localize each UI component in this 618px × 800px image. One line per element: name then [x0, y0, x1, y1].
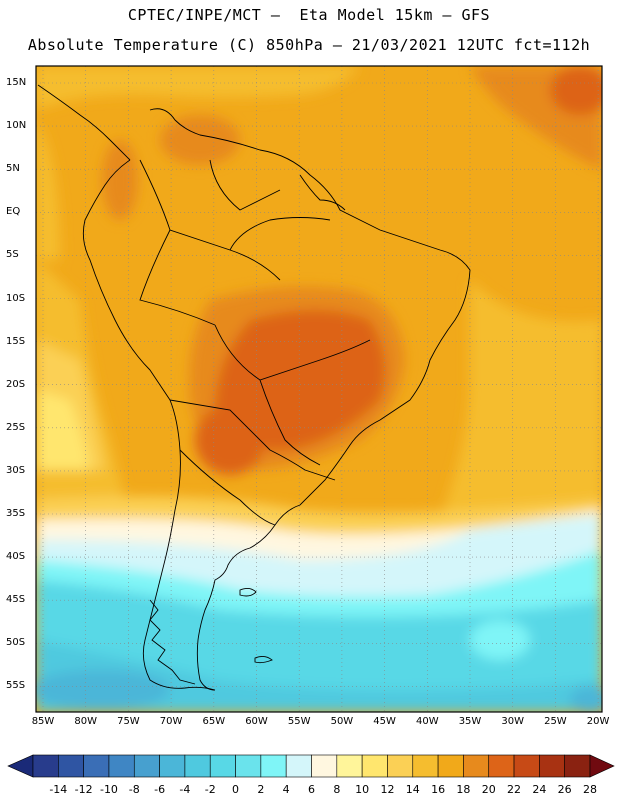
colorbar-label: 16: [431, 783, 446, 796]
colorbar-label: 20: [481, 783, 496, 796]
lat-label: 55S: [6, 680, 26, 692]
colorbar-swatch: [83, 754, 110, 778]
lat-label: 45S: [6, 594, 26, 606]
lat-label: EQ: [6, 206, 21, 218]
lat-label: 40S: [6, 551, 26, 563]
colorbar-swatch: [58, 754, 84, 778]
lon-label: 20W: [586, 716, 610, 727]
lat-label: 50S: [6, 637, 26, 649]
colorbar-swatch: [184, 754, 211, 778]
lat-label: 5S: [6, 249, 19, 261]
title-line-2: Absolute Temperature (C) 850hPa – 21/03/…: [27, 36, 591, 54]
colorbar-label: 0: [232, 783, 240, 796]
lat-label: 15N: [6, 77, 27, 88]
colorbar-swatch: [387, 754, 414, 778]
colorbar-label: 26: [557, 783, 572, 796]
colorbar-label: 24: [532, 783, 547, 796]
colorbar-label: -8: [128, 783, 140, 796]
lat-label: 20S: [6, 378, 26, 390]
lon-label: 65W: [202, 716, 226, 727]
lon-label: 70W: [159, 716, 183, 727]
colorbar-swatch: [463, 754, 490, 778]
colorbar-swatch: [133, 754, 160, 778]
map-frame: [35, 65, 603, 713]
title-line-1: CPTEC/INPE/MCT – Eta Model 15km – GFS: [127, 6, 491, 24]
colorbar-under-triangle: [7, 754, 34, 778]
lat-label: 35S: [6, 508, 26, 519]
lon-label: 40W: [415, 716, 439, 727]
colorbar-swatch: [209, 754, 236, 778]
colorbar-label: -14: [49, 783, 68, 796]
lon-label: 25W: [544, 716, 567, 727]
lat-label: 30S: [6, 464, 26, 476]
colorbar-label: 14: [405, 783, 420, 796]
lon-label: 75W: [117, 716, 140, 727]
coastlines-and-borders: [37, 84, 471, 691]
lat-label: 15S: [6, 335, 26, 347]
colorbar-swatch: [361, 754, 388, 778]
colorbar-label: 22: [507, 783, 522, 796]
colorbar-swatch: [159, 754, 186, 778]
colorbar-swatch: [235, 754, 262, 778]
lon-label: 80W: [74, 716, 97, 727]
colorbar-swatch: [260, 754, 287, 778]
colorbar-label: 4: [282, 783, 290, 796]
lat-label: 10S: [6, 292, 26, 304]
colorbar-swatch: [285, 754, 312, 778]
lat-label: 5N: [6, 163, 20, 175]
lon-label: 45W: [373, 716, 396, 727]
colorbar-label: -6: [154, 783, 166, 796]
colorbar-over-triangle: [589, 754, 615, 778]
lon-label: 85W: [31, 716, 55, 727]
temperature-field: [36, 66, 602, 712]
lon-label: 35W: [458, 716, 482, 727]
colorbar-label: 10: [355, 783, 370, 796]
lat-label: 10N: [6, 120, 27, 132]
colorbar-swatch: [488, 754, 515, 778]
lon-label: 50W: [330, 716, 354, 727]
colorbar-label: 28: [583, 783, 597, 796]
lon-label: 60W: [245, 716, 268, 727]
colorbar-label: 2: [257, 783, 265, 796]
colorbar-label: -12: [74, 783, 93, 796]
colorbar-label: 8: [333, 783, 341, 796]
colorbar-swatch: [539, 754, 565, 778]
colorbar-swatch: [564, 754, 591, 778]
colorbar-label: 18: [456, 783, 471, 796]
lon-label: 55W: [287, 716, 311, 727]
lon-label: 30W: [501, 716, 524, 727]
colorbar-label: 6: [308, 783, 315, 796]
colorbar-swatch: [513, 754, 540, 778]
colorbar-label: -4: [179, 783, 191, 796]
colorbar-label: -10: [99, 783, 118, 796]
colorbar: [7, 754, 615, 778]
colorbar-swatch: [336, 754, 363, 778]
colorbar-swatch: [412, 754, 439, 778]
colorbar-swatch: [311, 754, 338, 778]
colorbar-swatch: [32, 754, 59, 778]
colorbar-label: 12: [380, 783, 395, 796]
lat-label: 25S: [6, 421, 26, 433]
colorbar-swatch: [108, 754, 135, 778]
colorbar-label: -2: [204, 783, 216, 796]
colorbar-swatch: [437, 754, 464, 778]
